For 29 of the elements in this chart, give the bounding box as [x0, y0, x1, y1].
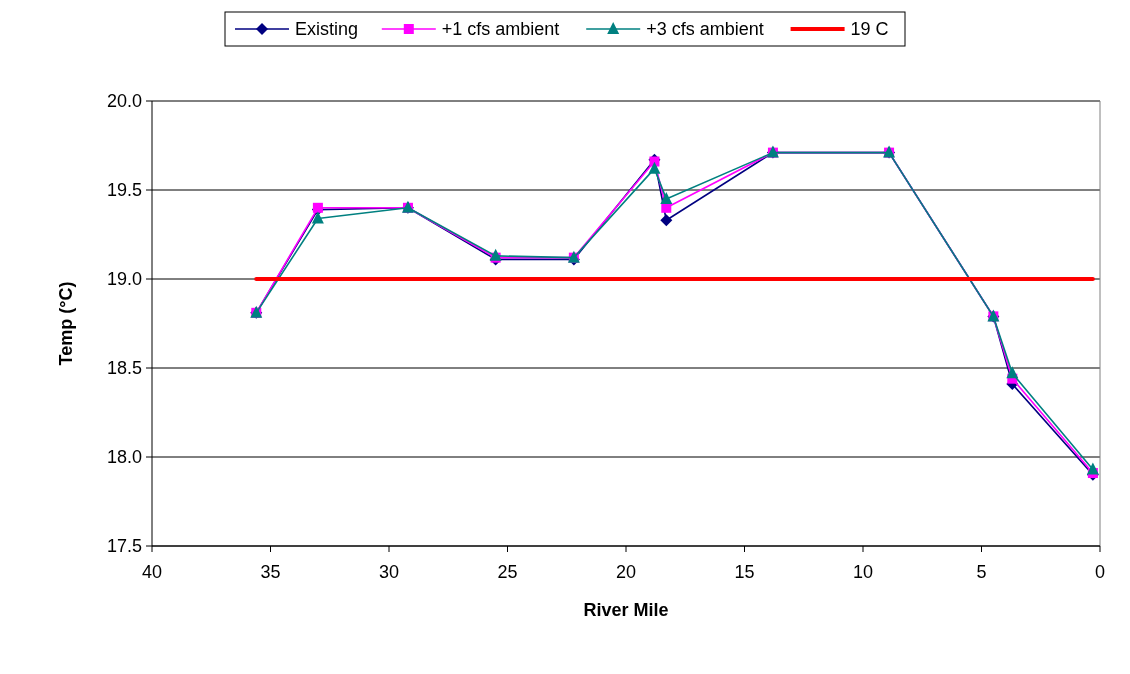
y-tick-label: 18.5	[106, 358, 142, 379]
x-tick-label: 10	[852, 562, 874, 582]
point	[311, 211, 324, 224]
point	[489, 248, 502, 261]
x-tick-label: 15	[734, 562, 755, 582]
x-tick-label: 30	[378, 562, 400, 582]
legend-label: +3 cfs ambient	[646, 19, 764, 40]
y-tick-label: 18.0	[106, 447, 142, 468]
y-tick-label: 19.5	[106, 180, 142, 201]
legend-label: 19 C	[850, 19, 889, 40]
x-tick-label: 25	[497, 562, 518, 582]
x-tick-label: 35	[260, 562, 281, 582]
x-tick-label: 5	[976, 562, 987, 582]
point	[648, 161, 661, 174]
y-tick-label: 20.0	[106, 91, 142, 112]
y-tick-label: 17.5	[106, 536, 142, 557]
point	[1006, 366, 1019, 379]
x-tick-label: 40	[141, 562, 163, 582]
x-axis-title: River Mile	[583, 600, 669, 620]
point	[661, 202, 672, 213]
y-tick-label: 19.0	[106, 269, 142, 290]
point	[660, 214, 673, 227]
x-tick-label: 20	[615, 562, 637, 582]
x-tick-label: 0	[1094, 562, 1106, 582]
y-axis-title: Temp (°C)	[56, 281, 76, 366]
point	[1086, 462, 1099, 475]
legend-label: Existing	[295, 19, 359, 40]
legend-label: +1 cfs ambient	[441, 19, 560, 40]
point	[660, 191, 673, 204]
